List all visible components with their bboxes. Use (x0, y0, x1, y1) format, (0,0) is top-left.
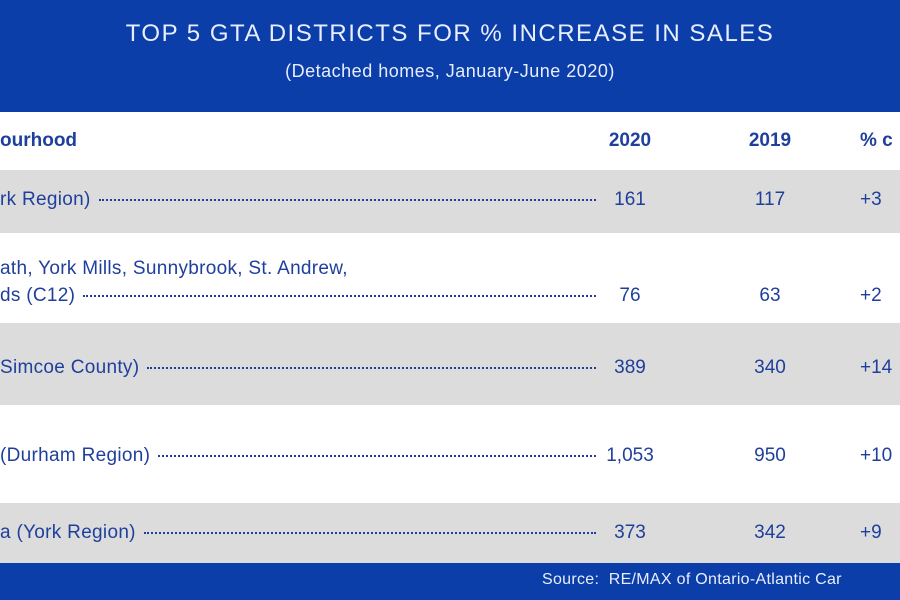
dot-leader (83, 295, 596, 297)
row-band (0, 323, 900, 405)
cell-value: 389 (614, 357, 646, 378)
dot-leader (143, 532, 596, 534)
row-line: (Durham Region) (0, 445, 602, 467)
header-banner: TOP 5 GTA DISTRICTS FOR % INCREASE IN SA… (0, 0, 900, 112)
row-line: Simcoe County) (0, 357, 602, 379)
source: Source: RE/MAX of Ontario-Atlantic Car (542, 571, 842, 588)
cell-value: 76 (619, 285, 641, 306)
cell-value: +3 (860, 189, 882, 210)
row-name: ds (C12) (0, 285, 76, 306)
row-line: ath, York Mills, Sunnybrook, St. Andrew, (0, 258, 602, 280)
cell-value: +2 (860, 285, 882, 306)
row-band (0, 170, 900, 233)
cell-value: 1,053 (606, 445, 654, 466)
cell-value: +10 (860, 445, 893, 466)
cell-value: 342 (754, 522, 786, 543)
column-header: 2019 (748, 130, 792, 151)
cell-value: 117 (754, 189, 786, 210)
cell-value: 161 (614, 189, 646, 210)
dot-leader (158, 455, 596, 457)
row-name: ath, York Mills, Sunnybrook, St. Andrew, (0, 258, 348, 279)
row-line: rk Region) (0, 189, 602, 211)
cell-value: +14 (860, 357, 893, 378)
column-header: ourhood (0, 130, 78, 151)
subtitle: (Detached homes, January-June 2020) (285, 61, 615, 81)
dot-leader (98, 199, 596, 201)
footer-banner: Source: RE/MAX of Ontario-Atlantic Car (0, 563, 900, 600)
row-line: a (York Region) (0, 522, 602, 544)
title: TOP 5 GTA DISTRICTS FOR % INCREASE IN SA… (125, 20, 775, 47)
cell-value: 950 (754, 445, 786, 466)
cell-value: +9 (860, 522, 882, 543)
cell-value: 340 (754, 357, 786, 378)
row-line: ds (C12) (0, 285, 602, 307)
row-name: a (York Region) (0, 522, 136, 543)
column-header: 2020 (608, 130, 652, 151)
row-name: rk Region) (0, 189, 91, 210)
row-band (0, 233, 900, 323)
dot-leader (147, 367, 596, 369)
row-name: Simcoe County) (0, 357, 140, 378)
cell-value: 373 (614, 522, 646, 543)
row-band (0, 405, 900, 503)
row-name: (Durham Region) (0, 445, 151, 466)
cell-value: 63 (759, 285, 781, 306)
column-header: % c (860, 130, 893, 151)
